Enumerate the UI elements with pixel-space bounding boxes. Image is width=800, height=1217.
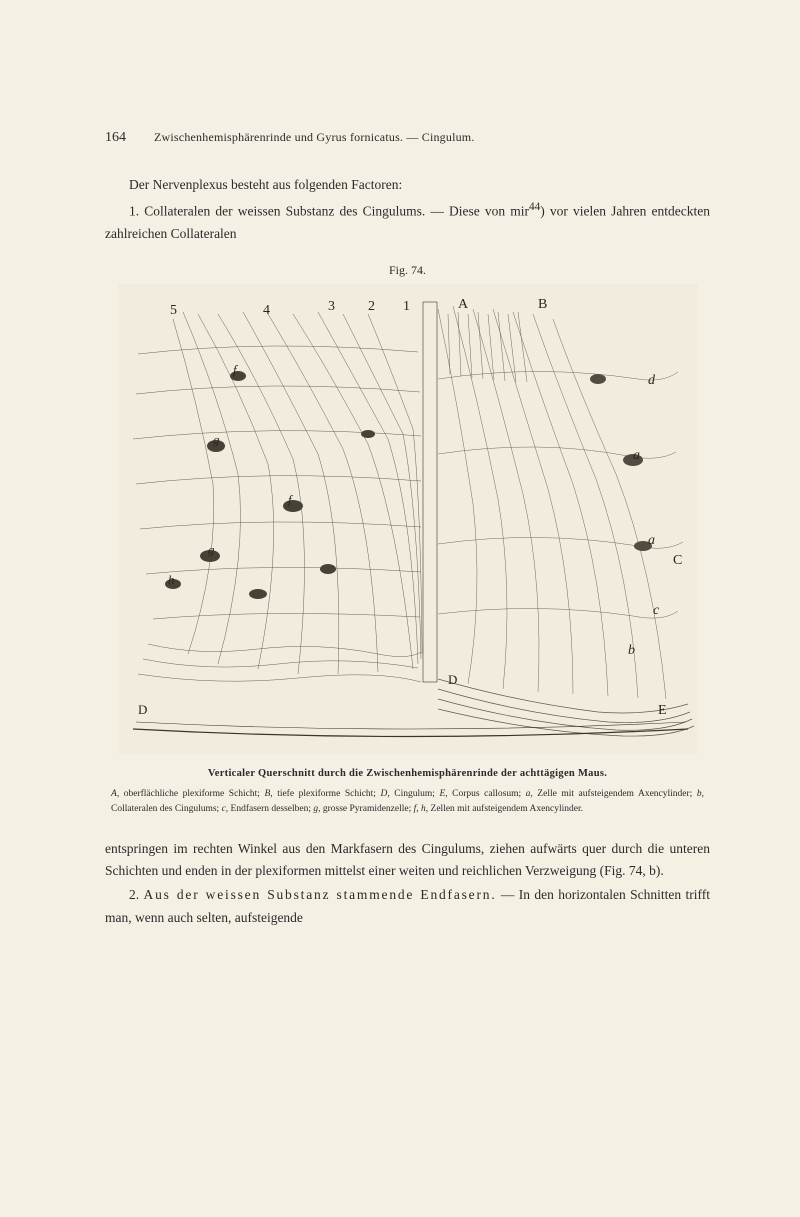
figure-caption-body: A, oberflächliche plexiforme Schicht; B,… [105, 787, 710, 816]
svg-text:g: g [213, 432, 220, 447]
svg-text:D: D [448, 672, 457, 687]
body-text-lower: entspringen im rechten Winkel aus den Ma… [105, 838, 710, 929]
body-text-upper: Der Nervenplexus besteht aus folgenden F… [105, 174, 710, 245]
svg-text:d: d [648, 373, 656, 388]
figure-caption-title: Verticaler Querschnitt durch die Zwische… [105, 768, 710, 779]
svg-text:D: D [138, 702, 147, 717]
svg-text:5: 5 [170, 303, 177, 318]
svg-text:a: a [648, 533, 655, 548]
svg-text:B: B [538, 297, 547, 312]
svg-text:2: 2 [368, 299, 375, 314]
svg-text:C: C [673, 553, 682, 568]
svg-text:g: g [208, 542, 215, 557]
svg-text:h: h [168, 572, 175, 587]
svg-text:E: E [658, 703, 667, 718]
page-header: 164 Zwischenhemisphärenrinde und Gyrus f… [105, 130, 710, 146]
figure-74: 54321ABdaaCcbEfgfghDD [118, 284, 698, 754]
paragraph-4: 2. Aus der weissen Substanz stammende En… [105, 884, 710, 929]
anatomical-diagram: 54321ABdaaCcbEfgfghDD [118, 284, 698, 754]
svg-text:1: 1 [403, 299, 410, 314]
paragraph-2: 1. Collateralen der weissen Substanz des… [105, 198, 710, 245]
page-number: 164 [105, 130, 126, 146]
svg-text:3: 3 [328, 299, 335, 314]
running-title: Zwischenhemisphärenrinde und Gyrus forni… [154, 130, 475, 145]
svg-text:4: 4 [263, 303, 270, 318]
svg-text:A: A [458, 297, 469, 312]
svg-text:a: a [633, 448, 640, 463]
figure-label: Fig. 74. [105, 263, 710, 278]
svg-text:b: b [628, 643, 635, 658]
paragraph-3: entspringen im rechten Winkel aus den Ma… [105, 838, 710, 883]
svg-text:c: c [653, 603, 660, 618]
paragraph-1: Der Nervenplexus besteht aus folgenden F… [105, 174, 710, 196]
